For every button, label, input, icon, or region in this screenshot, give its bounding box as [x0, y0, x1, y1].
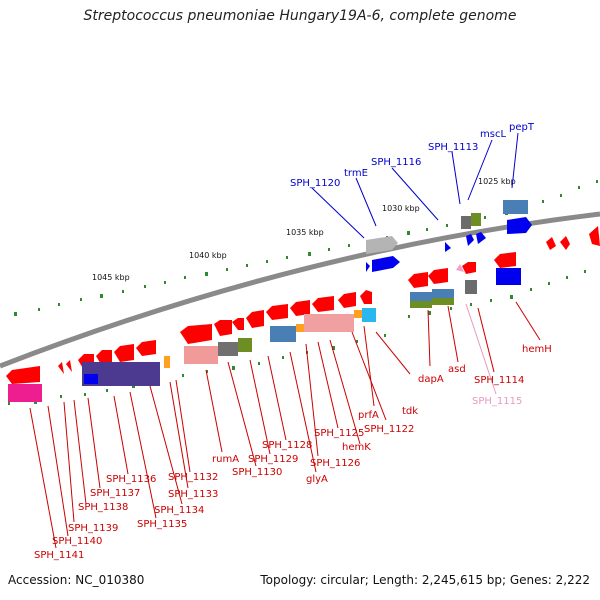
- gene-arrow[interactable]: [366, 236, 398, 254]
- gene-label-sph-1138[interactable]: SPH_1138: [78, 502, 128, 513]
- gene-label-sph-1122[interactable]: SPH_1122: [364, 424, 414, 435]
- reverse-genes: [6, 226, 600, 402]
- gene-block[interactable]: [410, 301, 432, 308]
- forward-genes: [366, 200, 532, 272]
- gene-block[interactable]: [270, 326, 296, 342]
- scale-label: 1040 kbp: [189, 251, 227, 260]
- gene-arrow[interactable]: [246, 310, 264, 328]
- gene-label-sph-1137[interactable]: SPH_1137: [90, 488, 140, 499]
- gene-arrow[interactable]: [366, 262, 370, 272]
- gene-label-mscl[interactable]: mscL: [480, 129, 506, 140]
- gene-block[interactable]: [8, 384, 42, 402]
- scale-label: 1030 kbp: [382, 204, 420, 213]
- gene-arrow[interactable]: [312, 296, 334, 312]
- gene-label-sph-1115[interactable]: SPH_1115: [472, 396, 522, 407]
- gene-label-sph-1141[interactable]: SPH_1141: [34, 550, 84, 561]
- gene-arrow[interactable]: [494, 252, 516, 268]
- pink-leader: [465, 303, 497, 395]
- gene-block[interactable]: [465, 280, 477, 294]
- gene-arrow[interactable]: [408, 272, 428, 288]
- gene-label-sph-1130[interactable]: SPH_1130: [232, 467, 282, 478]
- gene-label-sph-1114[interactable]: SPH_1114: [474, 375, 524, 386]
- scale-label: 1045 kbp: [92, 273, 130, 282]
- gene-label-sph-1133[interactable]: SPH_1133: [168, 489, 218, 500]
- gene-block[interactable]: [218, 342, 238, 356]
- gene-arrow[interactable]: [462, 262, 476, 274]
- map-title: Streptococcus pneumoniae Hungary19A-6, c…: [83, 8, 517, 24]
- gene-arrow[interactable]: [214, 320, 232, 336]
- gene-arrow[interactable]: [232, 318, 244, 330]
- gene-label-sph-1140[interactable]: SPH_1140: [52, 536, 102, 547]
- gene-label-sph-1129[interactable]: SPH_1129: [248, 454, 298, 465]
- gene-block[interactable]: [410, 292, 432, 301]
- gene-label-hemh[interactable]: hemH: [522, 344, 552, 355]
- gene-arrow[interactable]: [466, 234, 474, 246]
- gene-block[interactable]: [471, 213, 481, 226]
- gene-label-ruma[interactable]: rumA: [212, 454, 239, 465]
- gene-arrow[interactable]: [560, 236, 570, 250]
- gene-label-sph-1126[interactable]: SPH_1126: [310, 458, 360, 469]
- gene-arrow[interactable]: [136, 340, 156, 356]
- gene-arrow[interactable]: [180, 324, 212, 344]
- gene-label-hemk[interactable]: hemK: [342, 442, 371, 453]
- gene-label-asd[interactable]: asd: [448, 364, 466, 375]
- scale-label: 1025 kbp: [478, 177, 516, 186]
- scale-label: 1035 kbp: [286, 228, 324, 237]
- gene-arrow[interactable]: [546, 237, 556, 250]
- gene-block[interactable]: [238, 338, 252, 352]
- accession-text: Accession: NC_010380: [8, 573, 145, 587]
- gene-arrow[interactable]: [445, 242, 451, 252]
- gene-block[interactable]: [496, 268, 521, 285]
- gene-arrow[interactable]: [266, 304, 288, 320]
- gene-label-dapa[interactable]: dapA: [418, 374, 444, 385]
- gene-label-sph-1125[interactable]: SPH_1125: [314, 428, 364, 439]
- gene-arrow[interactable]: [290, 300, 310, 316]
- gene-label-sph-1116[interactable]: SPH_1116: [371, 157, 421, 168]
- gene-label-prfa[interactable]: prfA: [358, 410, 379, 421]
- gene-block[interactable]: [461, 216, 471, 229]
- gene-label-pept[interactable]: pepT: [509, 122, 535, 133]
- gene-arrow[interactable]: [114, 344, 134, 362]
- gene-arrow[interactable]: [589, 226, 600, 246]
- gene-label-sph-1139[interactable]: SPH_1139: [68, 523, 118, 534]
- gene-arrow[interactable]: [456, 264, 464, 272]
- gene-arrow[interactable]: [372, 256, 400, 272]
- gene-arrow[interactable]: [360, 290, 372, 304]
- gene-label-sph-1128[interactable]: SPH_1128: [262, 440, 312, 451]
- gene-arrow[interactable]: [66, 360, 72, 372]
- gene-label-trme[interactable]: trmE: [344, 168, 368, 179]
- gene-label-sph-1132[interactable]: SPH_1132: [168, 472, 218, 483]
- bottom-leaders: [29, 301, 541, 549]
- gene-arrow[interactable]: [338, 292, 356, 308]
- gene-arrow[interactable]: [428, 268, 448, 284]
- gene-block[interactable]: [164, 356, 170, 368]
- gene-label-sph-1135[interactable]: SPH_1135: [137, 519, 187, 530]
- gene-block[interactable]: [503, 200, 528, 214]
- gene-block[interactable]: [184, 346, 218, 364]
- gene-arrow[interactable]: [6, 366, 40, 384]
- gene-block[interactable]: [362, 308, 376, 322]
- gene-label-sph-1120[interactable]: SPH_1120: [290, 178, 340, 189]
- gene-label-sph-1113[interactable]: SPH_1113: [428, 142, 478, 153]
- gene-block[interactable]: [304, 314, 354, 332]
- gene-arrow[interactable]: [58, 362, 64, 374]
- gene-label-tdk[interactable]: tdk: [402, 406, 418, 417]
- genome-summary-text: Topology: circular; Length: 2,245,615 bp…: [260, 573, 590, 587]
- top-leaders: [311, 132, 519, 239]
- gene-label-sph-1136[interactable]: SPH_1136: [106, 474, 156, 485]
- gene-arrow[interactable]: [507, 217, 532, 234]
- bottom-label-group: dapA asd SPH_1114 SPH_1115 hemH tdk prfA…: [34, 344, 552, 561]
- gene-block[interactable]: [296, 324, 304, 332]
- gene-label-glya[interactable]: glyA: [306, 474, 328, 485]
- gene-label-sph-1134[interactable]: SPH_1134: [154, 505, 204, 516]
- gene-block[interactable]: [432, 298, 454, 305]
- top-label-group: SPH_1120 trmE SPH_1116 SPH_1113 mscL pep…: [290, 122, 535, 189]
- gene-arrow[interactable]: [476, 232, 486, 244]
- gene-block[interactable]: [432, 289, 454, 298]
- gene-block[interactable]: [84, 374, 98, 384]
- gene-block[interactable]: [354, 310, 362, 318]
